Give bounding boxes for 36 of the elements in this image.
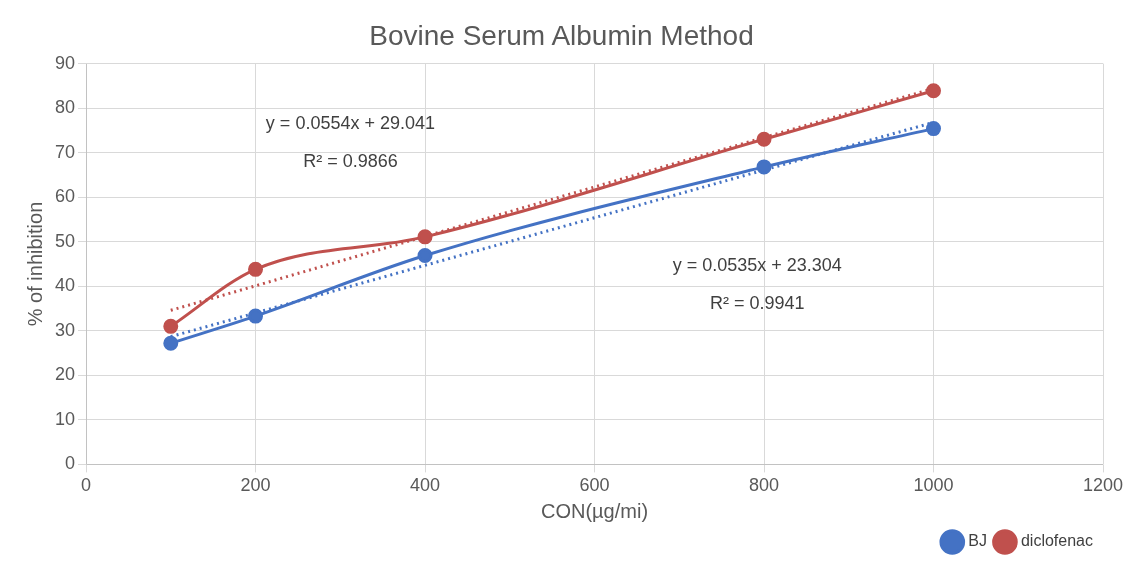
chart-title: Bovine Serum Albumin Method [369,19,754,51]
x-axis-title: CON(µg/mi) [540,499,649,522]
x-tick-label: 0 [81,475,92,496]
y-tick-label: 70 [54,141,76,162]
y-tick-label: 10 [54,408,76,429]
y-tick-label: 40 [54,275,76,296]
point [417,248,433,264]
point [417,229,433,245]
point [756,159,772,175]
point [248,308,264,324]
y-tick-label: 60 [54,186,76,207]
y-tick-label: 90 [54,52,76,73]
x-tick-label: 200 [240,475,271,496]
legend-label: BJ [968,532,987,550]
x-tick-label: 600 [579,475,610,496]
point [163,335,179,351]
point [756,131,772,147]
annotation: y = 0.0554x + 29.041 [265,112,436,133]
annotation: y = 0.0535x + 23.304 [672,254,842,275]
y-tick-label: 50 [54,230,76,251]
y-tick-label: 30 [54,319,76,340]
y-tick-label: 80 [54,97,76,118]
point [163,318,179,334]
x-tick-label: 800 [748,475,780,496]
point [926,121,941,137]
y-tick-label: 20 [54,364,76,385]
point [248,261,264,277]
point [926,83,941,99]
legend-label: diclofenac [1020,532,1093,550]
y-tick-label: 0 [65,453,76,474]
y-axis-title: % of inhibition [23,201,46,327]
annotation: R² = 0.9866 [303,150,398,171]
annotation: R² = 0.9941 [709,293,805,314]
x-tick-label: 1200 [1082,475,1124,496]
x-tick-label: 400 [409,475,441,496]
x-tick-label: 1000 [913,475,954,496]
